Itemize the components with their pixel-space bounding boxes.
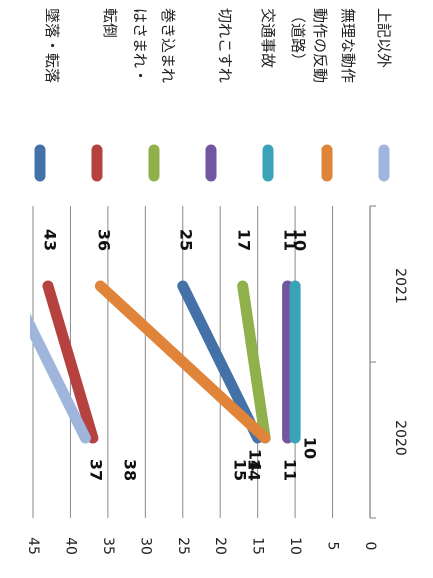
data-label: 37	[87, 459, 106, 481]
data-label: 15	[231, 459, 250, 481]
series-lines	[30, 280, 301, 444]
legend-label: 転倒	[101, 8, 119, 38]
legend-label: 切れこすれ	[216, 8, 234, 83]
data-label: 10	[301, 437, 320, 459]
data-label: 10	[291, 229, 310, 251]
data-label: 14	[245, 459, 264, 481]
data-label: 36	[95, 229, 114, 251]
category-label: 2020	[392, 420, 408, 456]
legend-label: （道路）	[289, 8, 307, 68]
data-label: 17	[235, 229, 254, 251]
value-tick-label: 40	[62, 537, 78, 555]
data-label: 14	[246, 449, 265, 471]
series-line	[42, 280, 99, 444]
category-label: 2021	[392, 268, 408, 304]
series-line	[237, 280, 271, 444]
value-tick-label: 5	[325, 542, 341, 551]
legend-label: 動作の反動	[311, 8, 329, 83]
value-tick-label: 45	[25, 537, 41, 555]
legend-label: 無理な動作	[339, 8, 357, 83]
legend-label: 巻き込まれ	[159, 8, 177, 83]
series-line	[30, 313, 91, 444]
value-tick-label: 25	[175, 537, 191, 555]
data-label: 38	[121, 459, 140, 481]
legend-label: はさまれ・	[131, 8, 149, 83]
legend-label: 上記以外	[375, 8, 393, 68]
value-tick-label: 0	[362, 542, 378, 551]
value-tick-label: 35	[100, 537, 116, 555]
value-tick-label: 10	[287, 537, 303, 555]
value-tick-label: 20	[212, 537, 228, 555]
data-label: 11	[281, 229, 300, 251]
data-label: 25	[177, 229, 196, 251]
value-tick-label: 15	[250, 537, 266, 555]
legend-label: 墜落・転落	[43, 8, 61, 83]
series-line	[94, 280, 271, 444]
value-tick-label: 30	[137, 537, 153, 555]
legend-label: 交通事故	[259, 8, 277, 68]
data-label: 43	[41, 229, 60, 251]
data-label: 11	[281, 459, 300, 481]
